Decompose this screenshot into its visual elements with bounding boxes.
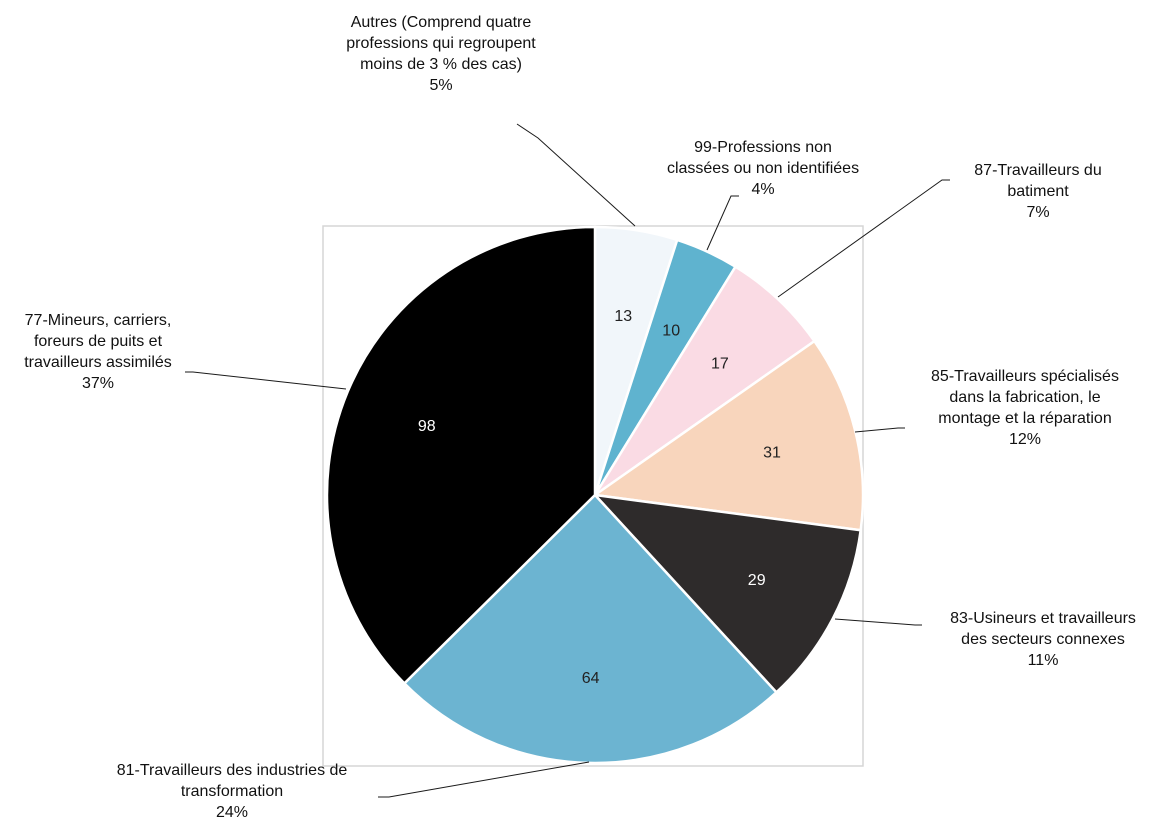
slice-category-label: 99-Professions non classées ou non identi… xyxy=(667,139,859,198)
pie-slice xyxy=(402,493,779,765)
slice-label-line: classées ou non identifiées xyxy=(667,160,859,177)
slice-label-line: foreurs de puits et xyxy=(34,333,163,350)
slice-category-label: 85-Travailleurs spécialisés dans la fabri… xyxy=(931,368,1119,448)
pie-slice xyxy=(591,339,865,532)
pie-slice xyxy=(325,225,597,686)
slice-label-line: 87-Travailleurs du xyxy=(974,162,1101,179)
slice-value-label: 29 xyxy=(748,572,766,589)
leader-line xyxy=(854,427,905,433)
slice-label-line: montage et la réparation xyxy=(938,410,1111,427)
slice-value-label: 31 xyxy=(763,445,781,462)
slice-category-label: Autres (Comprend quatre professions qui r… xyxy=(346,14,536,94)
slice-percent-label: 12% xyxy=(1009,431,1041,448)
slice-category-label: 87-Travailleurs du batiment 7% xyxy=(974,162,1101,221)
slice-label-line: Autres (Comprend quatre xyxy=(351,14,532,31)
slice-percent-label: 11% xyxy=(1028,652,1059,669)
slice-label-line: 99-Professions non xyxy=(694,139,832,156)
slice-label-line: professions qui regroupent xyxy=(346,35,536,52)
slice-percent-label: 37% xyxy=(82,375,114,392)
slice-percent-label: 7% xyxy=(1026,204,1049,221)
slice-label-line: 83-Usineurs et travailleurs xyxy=(950,610,1136,627)
slice-label-line: 81-Travailleurs des industries de xyxy=(117,762,348,779)
slice-value-label: 98 xyxy=(418,418,436,435)
slice-value-label: 10 xyxy=(662,323,680,340)
leader-line xyxy=(834,618,922,626)
pie-slices xyxy=(325,225,865,765)
slice-label-line: 77-Mineurs, carriers, xyxy=(25,312,172,329)
slice-category-label: 83-Usineurs et travailleurs des secteurs … xyxy=(950,610,1136,669)
slice-percent-label: 5% xyxy=(429,77,452,94)
category-labels: Autres (Comprend quatre professions qui r… xyxy=(24,14,1136,821)
slice-percent-label: 4% xyxy=(751,181,774,198)
slice-label-line: des secteurs connexes xyxy=(961,631,1125,648)
slice-value-label: 17 xyxy=(711,355,729,372)
leader-line xyxy=(777,179,950,298)
pie-slice xyxy=(591,493,863,695)
leader-line xyxy=(185,371,347,390)
slice-label-line: moins de 3 % des cas) xyxy=(360,56,522,73)
slice-category-label: 81-Travailleurs des industries de transfo… xyxy=(117,762,348,821)
slice-value-label: 64 xyxy=(582,670,600,687)
leader-line xyxy=(706,195,739,251)
leader-lines xyxy=(185,123,950,798)
slice-category-label: 77-Mineurs, carriers, foreurs de puits et… xyxy=(24,312,172,392)
value-labels: 13 10 17 31 29 64 98 xyxy=(418,308,781,687)
slice-label-line: transformation xyxy=(181,783,283,800)
leader-line xyxy=(516,123,636,227)
slice-percent-label: 24% xyxy=(216,804,248,821)
slice-label-line: batiment xyxy=(1007,183,1069,200)
slice-label-line: travailleurs assimilés xyxy=(24,354,172,371)
pie-slice xyxy=(593,265,817,497)
slice-label-line: 85-Travailleurs spécialisés xyxy=(931,368,1119,385)
slice-value-label: 13 xyxy=(614,308,632,325)
leader-line xyxy=(378,761,590,798)
slice-label-line: dans la fabrication, le xyxy=(949,389,1100,406)
